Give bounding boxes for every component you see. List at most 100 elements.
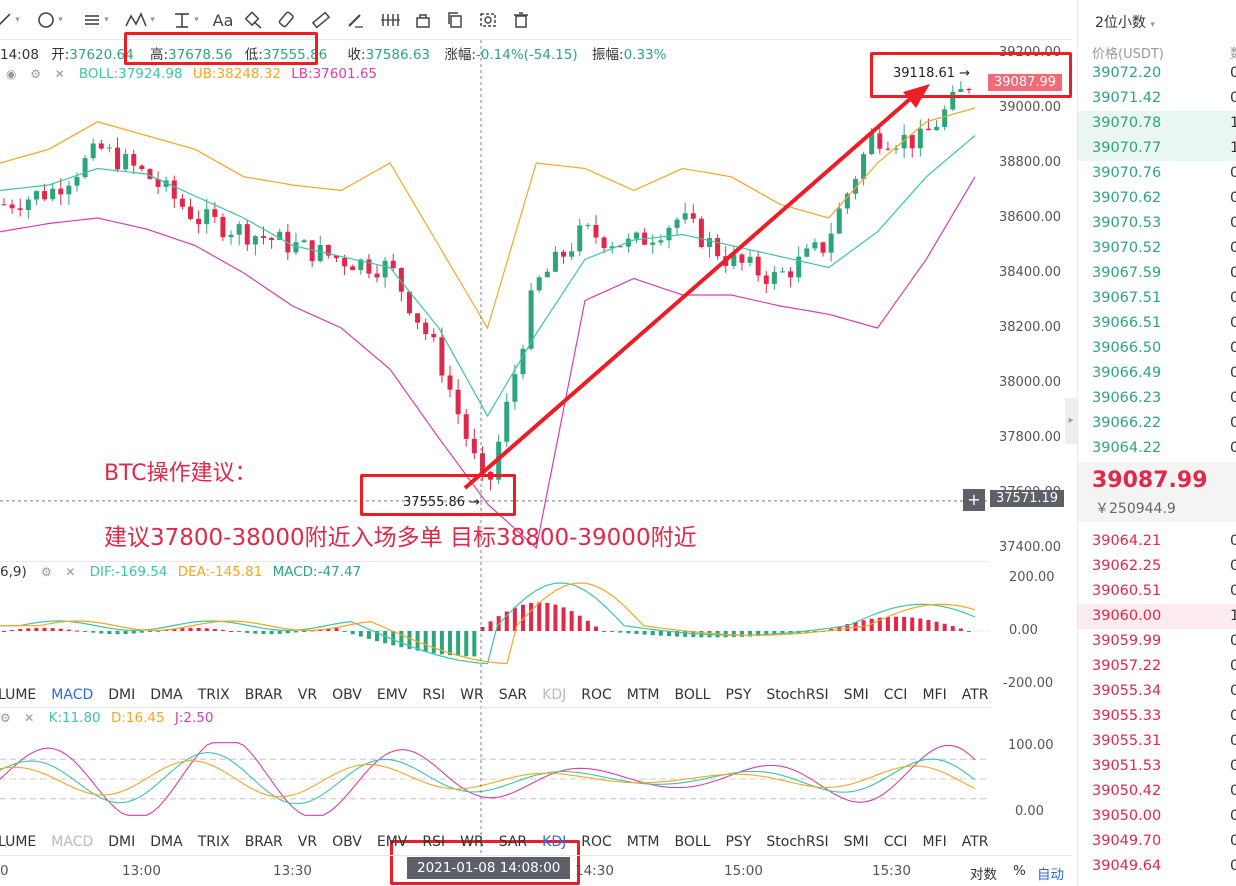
close-icon[interactable]: ✕ bbox=[54, 67, 65, 81]
settings-icon[interactable]: ⚙ bbox=[30, 67, 42, 81]
tab-roc[interactable]: ROC bbox=[581, 834, 612, 850]
ask-row[interactable]: 39067.51 0.1 bbox=[1078, 286, 1236, 311]
tab-kdj[interactable]: KDJ bbox=[542, 834, 567, 850]
ruler-icon[interactable] bbox=[310, 8, 332, 32]
tab-vr[interactable]: VR bbox=[297, 834, 318, 850]
tab-roc[interactable]: ROC bbox=[581, 687, 612, 703]
ask-row[interactable]: 39071.42 0.0 bbox=[1078, 86, 1236, 111]
bars-icon[interactable] bbox=[378, 8, 402, 32]
bid-row[interactable]: 39049.64 0.1 bbox=[1078, 854, 1236, 879]
tab-brar[interactable]: BRAR bbox=[244, 687, 283, 703]
tab-rsi[interactable]: RSI bbox=[422, 834, 446, 850]
tab-stochrsi[interactable]: StochRSI bbox=[766, 687, 829, 703]
tab-mtm[interactable]: MTM bbox=[626, 834, 660, 850]
eraser-icon[interactable] bbox=[276, 8, 298, 32]
tab-mtm[interactable]: MTM bbox=[626, 687, 660, 703]
tab-boll[interactable]: BOLL bbox=[674, 834, 711, 850]
ask-row[interactable]: 39072.20 0.0 bbox=[1078, 61, 1236, 86]
tab-emv[interactable]: EMV bbox=[376, 834, 408, 850]
tab-wr[interactable]: WR bbox=[460, 834, 484, 850]
bid-row[interactable]: 39050.00 0.0 bbox=[1078, 804, 1236, 829]
ask-row[interactable]: 39066.50 0.0 bbox=[1078, 336, 1236, 361]
collapse-sidebar-button[interactable]: ▸ bbox=[1065, 398, 1077, 444]
tab-cci[interactable]: CCI bbox=[883, 687, 908, 703]
tab-kdj[interactable]: KDJ bbox=[542, 687, 567, 703]
measure-icon[interactable]: ▾ bbox=[175, 13, 199, 28]
ask-row[interactable]: 39070.78 1.1 bbox=[1078, 111, 1236, 136]
tab-obv[interactable]: OBV bbox=[332, 834, 362, 850]
bid-row[interactable]: 39060.51 0.0 bbox=[1078, 579, 1236, 604]
tab-trix[interactable]: TRIX bbox=[197, 687, 230, 703]
ask-row[interactable]: 39067.59 0.0 bbox=[1078, 261, 1236, 286]
bid-row[interactable]: 39051.53 0.5 bbox=[1078, 754, 1236, 779]
tab-trix[interactable]: TRIX bbox=[197, 834, 230, 850]
macd-settings-icon[interactable]: ⚙ bbox=[41, 565, 52, 579]
tab-smi[interactable]: SMI bbox=[843, 687, 869, 703]
ask-row[interactable]: 39066.22 0.0 bbox=[1078, 411, 1236, 436]
percent-scale-toggle[interactable]: % bbox=[1013, 863, 1026, 879]
tab-obv[interactable]: OBV bbox=[332, 687, 362, 703]
tab-dmi[interactable]: DMI bbox=[108, 687, 136, 703]
log-scale-toggle[interactable]: 对数 bbox=[970, 867, 997, 883]
tab-boll[interactable]: BOLL bbox=[674, 687, 711, 703]
tab-smi[interactable]: SMI bbox=[843, 834, 869, 850]
eye-icon[interactable]: ◉ bbox=[6, 67, 17, 81]
tab-lume[interactable]: LUME bbox=[0, 834, 37, 850]
tab-psy[interactable]: PSY bbox=[725, 687, 752, 703]
ask-row[interactable]: 39070.76 0.0 bbox=[1078, 161, 1236, 186]
line-tool-icon[interactable]: ▾ bbox=[0, 8, 20, 32]
bid-row[interactable]: 39062.25 0.0 bbox=[1078, 554, 1236, 579]
bid-row[interactable]: 39057.22 0.0 bbox=[1078, 654, 1236, 679]
tab-rsi[interactable]: RSI bbox=[422, 687, 446, 703]
macd-close-icon[interactable]: ✕ bbox=[65, 565, 76, 579]
bid-row[interactable]: 39050.42 0.0 bbox=[1078, 779, 1236, 804]
tab-sar[interactable]: SAR bbox=[498, 834, 528, 850]
tab-lume[interactable]: LUME bbox=[0, 687, 37, 703]
ask-row[interactable]: 39066.49 0.1 bbox=[1078, 361, 1236, 386]
bid-row[interactable]: 39060.00 1.3 bbox=[1078, 604, 1236, 629]
ask-row[interactable]: 39070.53 0.0 bbox=[1078, 211, 1236, 236]
tab-sar[interactable]: SAR bbox=[498, 687, 528, 703]
tab-macd[interactable]: MACD bbox=[51, 687, 94, 703]
add-order-button[interactable]: + bbox=[963, 489, 985, 511]
tab-atr[interactable]: ATR bbox=[961, 687, 989, 703]
ask-row[interactable]: 39066.23 0.0 bbox=[1078, 386, 1236, 411]
tab-dma[interactable]: DMA bbox=[150, 834, 183, 850]
bid-row[interactable]: 39059.99 0.0 bbox=[1078, 629, 1236, 654]
ask-row[interactable]: 39070.62 0.1 bbox=[1078, 186, 1236, 211]
ask-row[interactable]: 39070.52 0.1 bbox=[1078, 236, 1236, 261]
tab-cci[interactable]: CCI bbox=[883, 834, 908, 850]
tab-mfi[interactable]: MFI bbox=[922, 687, 947, 703]
lock-icon[interactable] bbox=[412, 8, 434, 32]
tab-macd[interactable]: MACD bbox=[51, 834, 94, 850]
text-icon[interactable]: Aa bbox=[212, 10, 234, 30]
parallel-lines-icon[interactable]: ▾ bbox=[85, 15, 109, 25]
tab-dma[interactable]: DMA bbox=[150, 687, 183, 703]
bid-row[interactable]: 39064.21 0.1 bbox=[1078, 529, 1236, 554]
ask-row[interactable]: 39066.51 0.0 bbox=[1078, 311, 1236, 336]
precision-select[interactable]: 2位小数 ▾ bbox=[1095, 12, 1155, 32]
bid-row[interactable]: 39055.34 0.1 bbox=[1078, 679, 1236, 704]
circle-tool-icon[interactable]: ▾ bbox=[32, 8, 68, 32]
tab-wr[interactable]: WR bbox=[460, 687, 484, 703]
tab-stochrsi[interactable]: StochRSI bbox=[766, 834, 829, 850]
copy-icon[interactable] bbox=[444, 8, 466, 32]
pencil-icon[interactable] bbox=[344, 8, 366, 32]
wave-icon[interactable]: ▾ bbox=[122, 8, 158, 32]
bid-row[interactable]: 39049.70 0.0 bbox=[1078, 829, 1236, 854]
kdj-settings-icon[interactable]: ⚙ bbox=[0, 711, 11, 725]
screenshot-icon[interactable] bbox=[477, 8, 499, 32]
bid-row[interactable]: 39055.33 0.0 bbox=[1078, 704, 1236, 729]
ask-row[interactable]: 39070.77 1.1 bbox=[1078, 136, 1236, 161]
tab-brar[interactable]: BRAR bbox=[244, 834, 283, 850]
tab-dmi[interactable]: DMI bbox=[108, 834, 136, 850]
tab-psy[interactable]: PSY bbox=[725, 834, 752, 850]
tab-emv[interactable]: EMV bbox=[376, 687, 408, 703]
price-chart[interactable] bbox=[0, 0, 1072, 855]
brush-icon[interactable] bbox=[243, 8, 265, 32]
auto-scale-toggle[interactable]: 自动 bbox=[1037, 867, 1064, 883]
tab-mfi[interactable]: MFI bbox=[922, 834, 947, 850]
tab-vr[interactable]: VR bbox=[297, 687, 318, 703]
trash-icon[interactable] bbox=[510, 8, 532, 32]
bid-row[interactable]: 39055.31 0.0 bbox=[1078, 729, 1236, 754]
